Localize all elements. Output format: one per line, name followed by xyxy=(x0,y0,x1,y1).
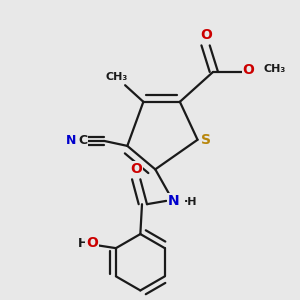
Text: O: O xyxy=(243,63,254,77)
Text: N: N xyxy=(168,194,179,208)
Text: O: O xyxy=(130,162,142,176)
Text: H: H xyxy=(78,237,88,250)
Text: CH₃: CH₃ xyxy=(263,64,286,74)
Text: CH₃: CH₃ xyxy=(106,72,128,82)
Text: S: S xyxy=(201,133,211,147)
Text: O: O xyxy=(86,236,98,250)
Text: N: N xyxy=(66,134,76,147)
Text: O: O xyxy=(200,28,212,42)
Text: C: C xyxy=(79,134,88,147)
Text: ·H: ·H xyxy=(184,196,198,206)
